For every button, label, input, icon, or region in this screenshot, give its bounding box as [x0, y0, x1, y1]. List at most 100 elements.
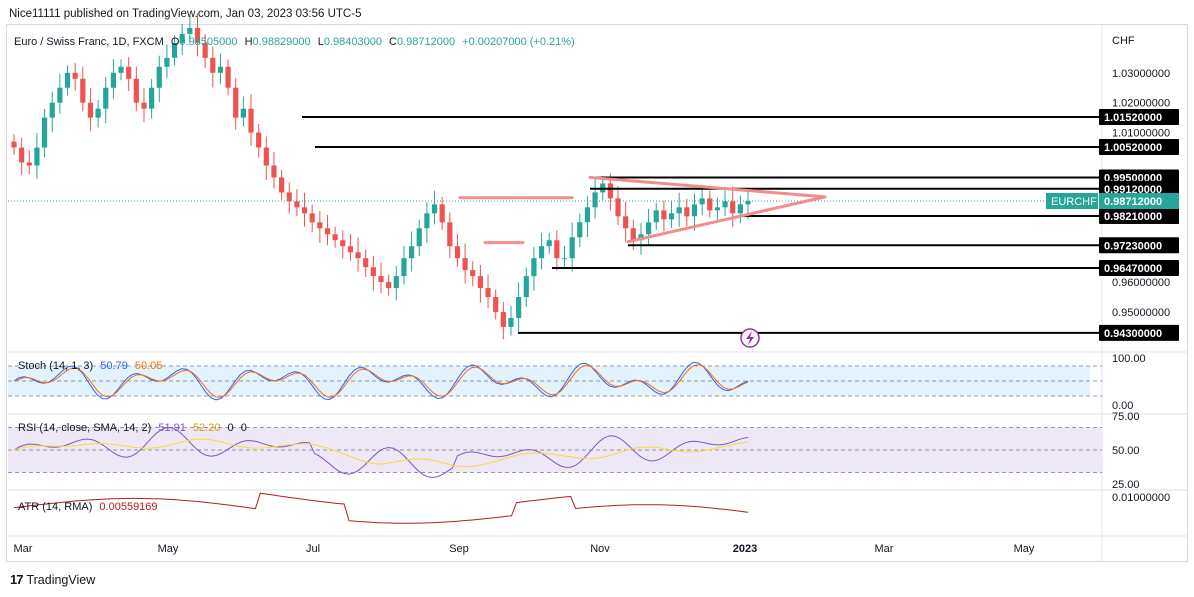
candle-body	[569, 237, 575, 259]
last-price-label-bg	[1099, 193, 1179, 209]
candle-body	[554, 240, 560, 259]
candle-body	[141, 102, 147, 109]
candle-body	[722, 201, 728, 208]
candle-body	[171, 42, 178, 58]
price-axis-tick: 0.95000000	[1112, 307, 1170, 319]
level-price-label: 0.94300000	[1104, 328, 1162, 340]
candle-body	[118, 66, 124, 73]
time-axis-tick: May	[158, 543, 179, 555]
pattern-line-triangle-lower	[626, 195, 827, 244]
stoch-axis-tick: 100.00	[1112, 353, 1146, 365]
stoch-legend: Stoch (14, 1, 3) 50.79 50.05	[18, 360, 166, 372]
candle-body	[233, 87, 239, 118]
main-legend: Euro / Swiss Franc, 1D, FXCM O0.98505000…	[14, 36, 575, 48]
candle-body	[577, 222, 583, 238]
level-price-label-bg	[1099, 180, 1179, 197]
close-value: 0.98712000	[396, 36, 456, 48]
level-price-label: 0.96470000	[1104, 263, 1162, 275]
candle-body	[623, 216, 629, 229]
candle-body	[240, 108, 246, 118]
candle-body	[34, 147, 40, 166]
stoch-k-line	[13, 361, 749, 401]
candle-body	[126, 66, 132, 79]
candle-body	[49, 102, 55, 118]
rsi-axis-tick: 25.00	[1112, 479, 1140, 491]
price-axis-unit: CHF	[1112, 35, 1135, 47]
rsi-title[interactable]: RSI (14, close, SMA, 14, 2)	[18, 422, 152, 434]
candle-body	[676, 207, 682, 214]
candle-body	[370, 267, 376, 277]
candle-body	[424, 213, 430, 229]
candle-body	[684, 207, 690, 217]
candle-body	[592, 192, 598, 208]
atr-line	[13, 492, 749, 524]
candle-body	[271, 165, 277, 178]
time-axis-tick: Jul	[306, 543, 320, 555]
time-axis-tick: Mar	[875, 543, 894, 555]
candle-body	[699, 198, 705, 205]
candle-body	[156, 66, 162, 88]
candle-body	[416, 228, 422, 247]
candle-body	[653, 210, 659, 223]
time-axis-tick: 2023	[733, 543, 757, 555]
high-value: 0.98829000	[252, 36, 311, 48]
stoch-d-value: 50.05	[134, 360, 163, 372]
candle-body	[187, 27, 193, 34]
candle-body	[386, 282, 392, 289]
candle-body	[439, 204, 445, 223]
pattern-line-triangle-upper	[588, 175, 827, 199]
symbol-tag: EURCHF	[1051, 196, 1097, 208]
atr-value: 0.00559169	[99, 501, 158, 513]
candle-body	[508, 317, 514, 327]
brand-name: TradingView	[26, 572, 96, 587]
candle-body	[217, 66, 224, 73]
price-axis-tick: 0.96000000	[1112, 277, 1170, 289]
tradingview-logo[interactable]: 17 TradingView	[10, 572, 95, 587]
candle-body	[363, 258, 369, 268]
candle-body	[523, 276, 529, 298]
stoch-axis-tick: 0.00	[1112, 400, 1133, 412]
candle-body	[26, 162, 32, 166]
candle-body	[256, 132, 262, 148]
candle-body	[87, 102, 94, 118]
level-price-label-bg	[1099, 237, 1179, 254]
candle-body	[584, 207, 591, 223]
candle-body	[72, 72, 78, 79]
candle-body	[707, 198, 713, 211]
candle-body	[41, 117, 48, 148]
open-value: 0.98505000	[179, 36, 238, 48]
candle-body	[355, 252, 361, 259]
lightning-icon	[746, 331, 754, 345]
candle-body	[630, 228, 636, 241]
candle-body	[730, 201, 736, 214]
atr-legend: ATR (14, RMA) 0.00559169	[18, 501, 162, 513]
rsi-sma-value: 52.20	[192, 422, 221, 434]
candle-body	[332, 234, 338, 241]
rsi-extra-1: 0	[227, 422, 234, 434]
rsi-line	[13, 427, 749, 479]
rsi-legend: RSI (14, close, SMA, 14, 2) 51.91 52.20 …	[18, 422, 251, 434]
candle-body	[286, 192, 292, 202]
candle-body	[408, 246, 415, 259]
symbol-title[interactable]: Euro / Swiss Franc, 1D, FXCM	[14, 36, 164, 48]
candle-body	[546, 240, 552, 247]
candle-body	[95, 108, 101, 118]
level-price-label: 0.97230000	[1104, 240, 1162, 252]
atr-title[interactable]: ATR (14, RMA)	[18, 501, 93, 513]
candle-body	[57, 87, 63, 103]
candle-body	[691, 204, 698, 217]
level-price-label: 1.01520000	[1104, 112, 1162, 124]
candle-body	[294, 201, 300, 208]
price-axis-tick: 1.01000000	[1112, 128, 1170, 140]
candle-body	[500, 311, 506, 327]
candle-body	[110, 72, 116, 88]
candle-body	[454, 246, 461, 259]
time-axis-tick: Mar	[14, 543, 33, 555]
rsi-sma-line	[13, 438, 749, 468]
stoch-title[interactable]: Stoch (14, 1, 3)	[18, 360, 94, 372]
candle-body	[745, 201, 751, 205]
candle-body	[516, 297, 522, 318]
candle-body	[317, 222, 323, 229]
candle-body	[202, 42, 208, 58]
